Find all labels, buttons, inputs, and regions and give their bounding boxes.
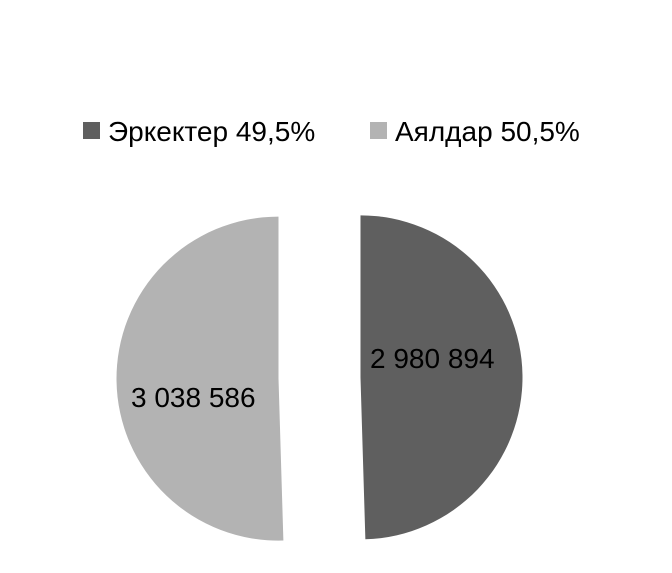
pie-slice-male [360,215,523,540]
data-label-female: 3 038 586 [131,382,256,413]
legend-swatch-female [370,122,387,139]
data-label-male: 2 980 894 [370,343,495,374]
legend-swatch-male [83,122,100,139]
chart-legend: Эркектер 49,5% Аялдар 50,5% [83,116,580,147]
pie-slices [116,215,523,541]
legend-label-male: Эркектер 49,5% [108,116,315,147]
pie-slice-female [116,216,284,541]
data-labels: 2 980 894 3 038 586 [131,343,495,413]
legend-label-female: Аялдар 50,5% [395,116,580,147]
